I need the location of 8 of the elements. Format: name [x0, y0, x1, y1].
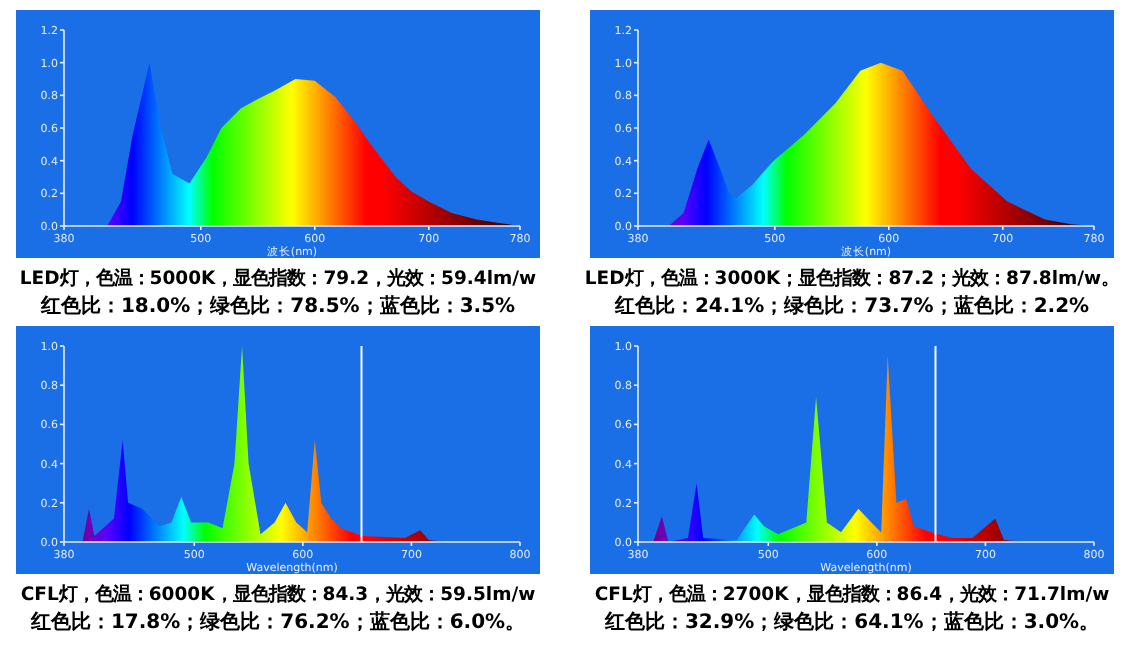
text: 红色比：24.1%；绿色比：73.7%；蓝色比：2.2%	[612, 294, 1090, 318]
text: 红色比：17.8%；绿色比：76.2%；蓝色比：6.0%。	[28, 610, 526, 634]
text: CFL灯，色温：2700K，显色指数：86.4，光效：71.7lm/w	[594, 584, 1111, 606]
text: LED灯，色温：3000K；显色指数：87.2；光效：87.8lm/w。	[584, 268, 1120, 290]
text: 红色比：18.0%；绿色比：78.5%；蓝色比：3.5%	[38, 294, 516, 318]
text: 红色比：32.9%；绿色比：64.1%；蓝色比：3.0%。	[602, 610, 1100, 634]
text: LED灯，色温：5000K，显色指数：79.2，光效：59.4lm/w	[19, 268, 538, 290]
text: CFL灯，色温：6000K，显色指数：84.3，光效：59.5lm/w	[20, 584, 537, 606]
